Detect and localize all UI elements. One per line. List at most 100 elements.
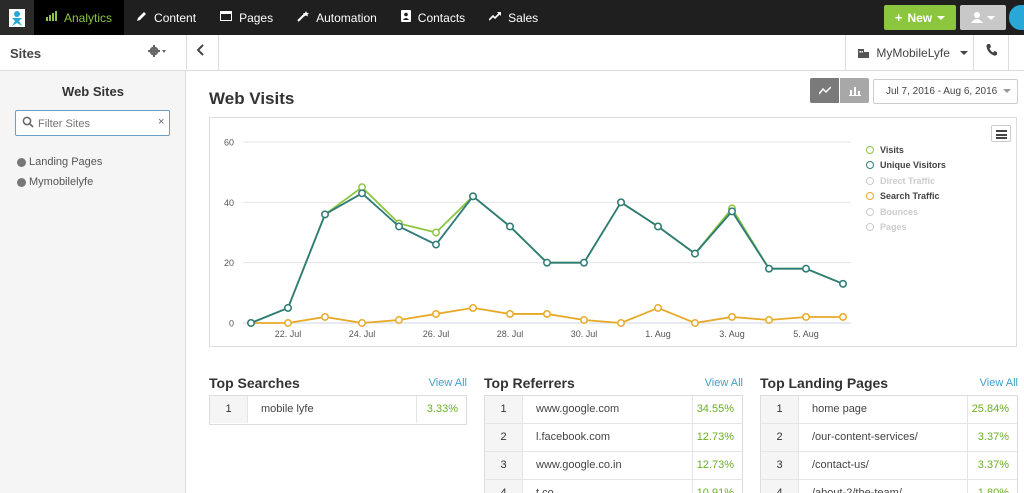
table-row[interactable]: 4 /about-2/the-team/ 1.80% <box>761 480 1017 493</box>
sidebar-item-label: Mymobilelyfe <box>29 176 94 188</box>
table-row[interactable]: 1 home page 25.84% <box>761 396 1017 424</box>
nav-pages[interactable]: Pages <box>208 0 285 35</box>
unique-visitors-point <box>765 264 773 273</box>
chart-menu-button[interactable] <box>991 125 1011 142</box>
search-traffic-point <box>728 313 736 321</box>
table-row[interactable]: 1 mobile lyfe 3.33% <box>210 396 466 424</box>
legend-label: Search Traffic <box>880 191 940 202</box>
legend-item-direct-traffic[interactable]: Direct Traffic <box>866 173 946 189</box>
unique-visitors-point <box>284 303 292 312</box>
unique-visitors-point <box>321 210 329 219</box>
sidebar-heading: Web Sites <box>62 84 124 99</box>
sites-title: Sites <box>10 46 42 61</box>
legend-marker <box>866 207 874 216</box>
clear-filter-icon[interactable]: × <box>158 116 165 128</box>
trend-line-icon <box>488 11 502 24</box>
legend-item-visits[interactable]: Visits <box>866 142 946 158</box>
unique-visitors-point <box>580 258 588 267</box>
legend-item-pages[interactable]: Pages <box>866 220 946 236</box>
legend-item-unique-visitors[interactable]: Unique Visitors <box>866 158 946 174</box>
view-all-link[interactable]: View All <box>428 377 467 389</box>
view-all-link[interactable]: View All <box>979 377 1018 389</box>
collapse-sidebar-button[interactable] <box>196 43 205 60</box>
row-percent: 34.55% <box>692 396 742 423</box>
legend-item-bounces[interactable]: Bounces <box>866 204 946 220</box>
nav-pages-label: Pages <box>239 10 274 25</box>
date-range-picker[interactable]: Jul 7, 2016 - Aug 6, 2016 <box>873 79 1018 104</box>
window-icon <box>220 11 233 24</box>
nav-content-label: Content <box>154 10 197 25</box>
nav-analytics-label: Analytics <box>64 10 113 25</box>
help-button[interactable] <box>1009 5 1024 30</box>
x-tick-label: 24. Jul <box>349 329 376 339</box>
unique-visitors-point <box>617 198 625 207</box>
site-selector-label: MyMobileLyfe <box>876 46 950 60</box>
bar-chart-icon <box>46 11 57 24</box>
row-index: 4 <box>485 480 523 493</box>
search-traffic-point <box>543 310 551 318</box>
line-chart-toggle[interactable] <box>810 78 839 103</box>
site-settings-button[interactable] <box>148 44 168 60</box>
logo-icon <box>9 8 25 27</box>
visits-point <box>432 228 440 237</box>
new-button[interactable]: + New <box>884 5 956 30</box>
table-row[interactable]: 2 /our-content-services/ 3.37% <box>761 424 1017 452</box>
row-index: 2 <box>761 424 799 451</box>
phone-icon <box>986 44 997 56</box>
nav-analytics[interactable]: Analytics <box>34 0 125 35</box>
row-index: 1 <box>761 396 799 423</box>
table-row[interactable]: 1 www.google.com 34.55% <box>485 396 742 424</box>
legend-marker <box>866 223 874 232</box>
phone-button[interactable] <box>986 44 997 59</box>
caret-down-icon <box>1003 89 1011 93</box>
user-menu-button[interactable] <box>960 5 1006 30</box>
legend-item-search-traffic[interactable]: Search Traffic <box>866 189 946 205</box>
divider <box>845 35 846 71</box>
row-percent: 25.84% <box>967 396 1017 423</box>
search-traffic-point <box>395 316 403 324</box>
row-name: l.facebook.com <box>536 431 610 443</box>
filter-sites-input[interactable] <box>38 115 148 132</box>
site-selector[interactable]: MyMobileLyfe <box>858 46 969 60</box>
globe-icon <box>17 177 26 187</box>
menu-line <box>996 130 1007 132</box>
divider <box>218 35 219 71</box>
legend-marker <box>866 176 874 185</box>
top-navigation: Analytics Content Pages Automation Conta… <box>0 0 1024 35</box>
row-name: mobile lyfe <box>261 403 314 415</box>
bar-chart-toggle[interactable] <box>840 78 869 103</box>
sidebar-item-label: Landing Pages <box>29 156 103 168</box>
x-tick-label: 26. Jul <box>423 329 450 339</box>
table-row[interactable]: 4 t.co 10.91% <box>485 480 742 493</box>
nav-automation[interactable]: Automation <box>285 0 389 35</box>
plus-icon: + <box>894 10 903 25</box>
nav-contacts-label: Contacts <box>417 10 466 25</box>
app-logo[interactable] <box>0 0 34 35</box>
search-traffic-point <box>506 310 514 318</box>
row-index: 1 <box>485 396 523 423</box>
view-all-link[interactable]: View All <box>704 377 743 389</box>
row-name: /contact-us/ <box>812 459 869 471</box>
sidebar-item-mymobilelyfe[interactable]: Mymobilelyfe <box>17 176 93 188</box>
filter-sites-field[interactable]: × <box>15 110 170 136</box>
table-row[interactable]: 3 www.google.co.in 12.73% <box>485 452 742 480</box>
nav-sales[interactable]: Sales <box>477 0 550 35</box>
caret-down-icon <box>987 15 995 20</box>
sidebar-item-landing-pages[interactable]: Landing Pages <box>17 156 102 168</box>
top-searches-table: 1 mobile lyfe 3.33% <box>209 395 467 425</box>
chart-type-toggle <box>810 78 869 103</box>
table-row[interactable]: 3 /contact-us/ 3.37% <box>761 452 1017 480</box>
row-name: www.google.com <box>536 403 620 415</box>
panel-title: Top Referrers <box>484 375 575 391</box>
table-row[interactable]: 2 l.facebook.com 12.73% <box>485 424 742 452</box>
nav-contacts[interactable]: Contacts <box>389 0 477 35</box>
search-traffic-point <box>654 303 662 312</box>
row-index: 4 <box>761 480 799 493</box>
search-traffic-point <box>321 313 329 321</box>
y-tick-label: 20 <box>224 258 234 268</box>
search-traffic-point <box>432 310 440 318</box>
date-range-label: Jul 7, 2016 - Aug 6, 2016 <box>886 86 998 97</box>
menu-line <box>996 133 1007 136</box>
nav-content[interactable]: Content <box>124 0 208 35</box>
search-traffic-point <box>839 313 847 321</box>
